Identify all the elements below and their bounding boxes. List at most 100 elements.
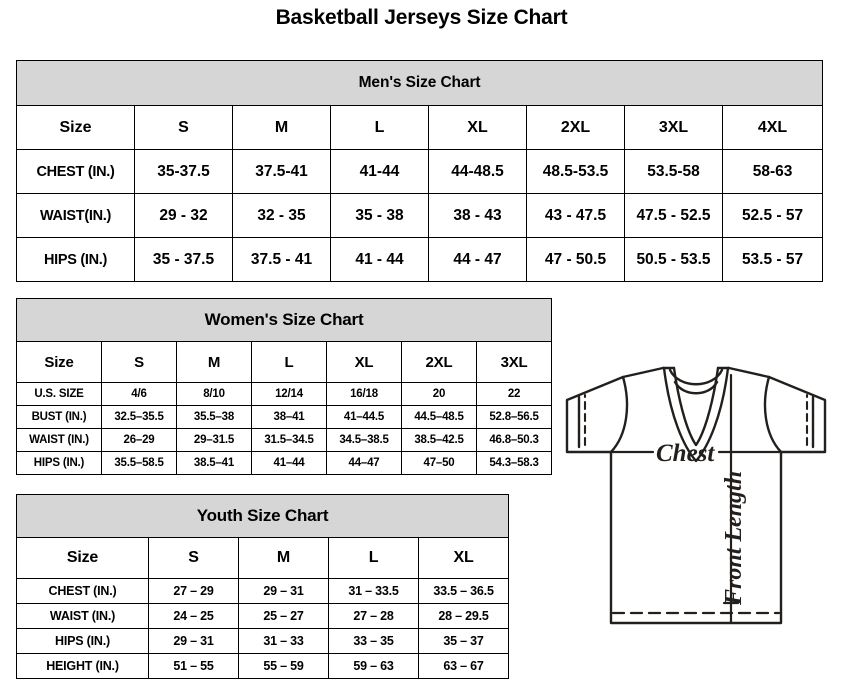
mens-col-l: L [330, 105, 429, 150]
table-cell: 63 – 67 [417, 653, 510, 679]
youth-col-l: L [328, 537, 419, 579]
table-cell: 37.5-41 [232, 149, 331, 194]
jersey-body-outline [609, 450, 783, 625]
table-cell: 29 - 32 [134, 193, 233, 238]
table-row: CHEST (IN.) 27 – 29 29 – 31 31 – 33.5 33… [16, 578, 510, 604]
mens-row-label-hips: HIPS (IN.) [16, 237, 135, 282]
mens-section-title: Men's Size Chart [15, 60, 824, 106]
womens-section-title-row: Women's Size Chart [15, 298, 553, 342]
womens-col-xl: XL [326, 341, 402, 383]
table-cell: 33 – 35 [328, 628, 419, 654]
table-cell: 34.5–38.5 [326, 428, 402, 452]
mens-section-title-row: Men's Size Chart [15, 60, 824, 106]
womens-col-l: L [251, 341, 327, 383]
mens-col-4xl: 4XL [721, 105, 824, 150]
front-length-measurement-label: Front Length [721, 471, 747, 606]
page-title: Basketball Jerseys Size Chart [275, 6, 568, 29]
mens-col-2xl: 2XL [526, 105, 625, 150]
table-cell: 4/6 [101, 382, 177, 406]
mens-row-label-chest: CHEST (IN.) [16, 149, 135, 194]
table-cell: 35 - 37.5 [134, 237, 233, 282]
table-cell: 41-44 [330, 149, 429, 194]
table-cell: 35 – 37 [417, 628, 510, 654]
table-cell: 58-63 [721, 149, 824, 194]
table-cell: 32 - 35 [232, 193, 331, 238]
table-cell: 41–44 [251, 451, 327, 475]
table-cell: 46.8–50.3 [475, 428, 553, 452]
womens-size-chart-table: Women's Size Chart Size S M L XL 2XL 3XL… [15, 298, 553, 475]
chest-measurement-label: Chest [656, 440, 715, 467]
table-row: WAIST(IN.) 29 - 32 32 - 35 35 - 38 38 - … [16, 193, 824, 238]
womens-row-label-us-size: U.S. SIZE [16, 382, 102, 406]
table-cell: 31 – 33.5 [328, 578, 419, 604]
table-cell: 44 - 47 [428, 237, 527, 282]
table-cell: 51 – 55 [148, 653, 239, 679]
table-cell: 55 – 59 [238, 653, 329, 679]
table-cell: 52.5 - 57 [721, 193, 824, 238]
table-row: CHEST (IN.) 35-37.5 37.5-41 41-44 44-48.… [16, 149, 824, 194]
youth-col-s: S [148, 537, 239, 579]
table-row: BUST (IN.) 32.5–35.5 35.5–38 38–41 41–44… [16, 405, 553, 429]
youth-row-label-hips: HIPS (IN.) [16, 628, 149, 654]
table-cell: 27 – 29 [148, 578, 239, 604]
youth-row-label-height: HEIGHT (IN.) [16, 653, 149, 679]
table-cell: 26–29 [101, 428, 177, 452]
table-cell: 35-37.5 [134, 149, 233, 194]
table-row: HIPS (IN.) 35 - 37.5 37.5 - 41 41 - 44 4… [16, 237, 824, 282]
table-cell: 37.5 - 41 [232, 237, 331, 282]
youth-row-label-chest: CHEST (IN.) [16, 578, 149, 604]
table-row: HEIGHT (IN.) 51 – 55 55 – 59 59 – 63 63 … [16, 653, 510, 679]
table-cell: 31 – 33 [238, 628, 329, 654]
table-cell: 20 [401, 382, 477, 406]
table-cell: 29 – 31 [148, 628, 239, 654]
table-cell: 47–50 [401, 451, 477, 475]
table-row: HIPS (IN.) 29 – 31 31 – 33 33 – 35 35 – … [16, 628, 510, 654]
mens-header-row: Size S M L XL 2XL 3XL 4XL [16, 105, 824, 150]
mens-col-xl: XL [428, 105, 527, 150]
table-cell: 32.5–35.5 [101, 405, 177, 429]
table-cell: 12/14 [251, 382, 327, 406]
youth-col-size: Size [16, 537, 149, 579]
table-cell: 53.5 - 57 [721, 237, 824, 282]
womens-col-m: M [176, 341, 252, 383]
table-cell: 28 – 29.5 [417, 603, 510, 629]
womens-col-size: Size [16, 341, 102, 383]
table-cell: 38.5–42.5 [401, 428, 477, 452]
table-cell: 53.5-58 [624, 149, 723, 194]
table-cell: 22 [475, 382, 553, 406]
youth-section-title: Youth Size Chart [15, 494, 510, 538]
womens-col-2xl: 2XL [401, 341, 477, 383]
youth-header-row: Size S M L XL [16, 537, 510, 579]
table-cell: 38.5–41 [176, 451, 252, 475]
table-cell: 47.5 - 52.5 [624, 193, 723, 238]
youth-col-m: M [238, 537, 329, 579]
table-cell: 44-48.5 [428, 149, 527, 194]
womens-section-title: Women's Size Chart [15, 298, 553, 342]
table-cell: 24 – 25 [148, 603, 239, 629]
mens-col-size: Size [16, 105, 135, 150]
mens-col-m: M [232, 105, 331, 150]
mens-col-s: S [134, 105, 233, 150]
youth-size-chart-table: Youth Size Chart Size S M L XL CHEST (IN… [15, 494, 510, 679]
womens-row-label-bust: BUST (IN.) [16, 405, 102, 429]
table-cell: 38 - 43 [428, 193, 527, 238]
mens-col-3xl: 3XL [624, 105, 723, 150]
womens-row-label-hips: HIPS (IN.) [16, 451, 102, 475]
womens-row-label-waist: WAIST (IN.) [16, 428, 102, 452]
youth-row-label-waist: WAIST (IN.) [16, 603, 149, 629]
table-cell: 35.5–58.5 [101, 451, 177, 475]
table-cell: 44.5–48.5 [401, 405, 477, 429]
youth-col-xl: XL [417, 537, 510, 579]
table-cell: 29 – 31 [238, 578, 329, 604]
table-cell: 41–44.5 [326, 405, 402, 429]
table-cell: 35.5–38 [176, 405, 252, 429]
table-cell: 50.5 - 53.5 [624, 237, 723, 282]
table-cell: 59 – 63 [328, 653, 419, 679]
table-cell: 27 – 28 [328, 603, 419, 629]
table-cell: 25 – 27 [238, 603, 329, 629]
table-cell: 35 - 38 [330, 193, 429, 238]
table-row: WAIST (IN.) 24 – 25 25 – 27 27 – 28 28 –… [16, 603, 510, 629]
table-cell: 29–31.5 [176, 428, 252, 452]
table-cell: 44–47 [326, 451, 402, 475]
table-cell: 41 - 44 [330, 237, 429, 282]
